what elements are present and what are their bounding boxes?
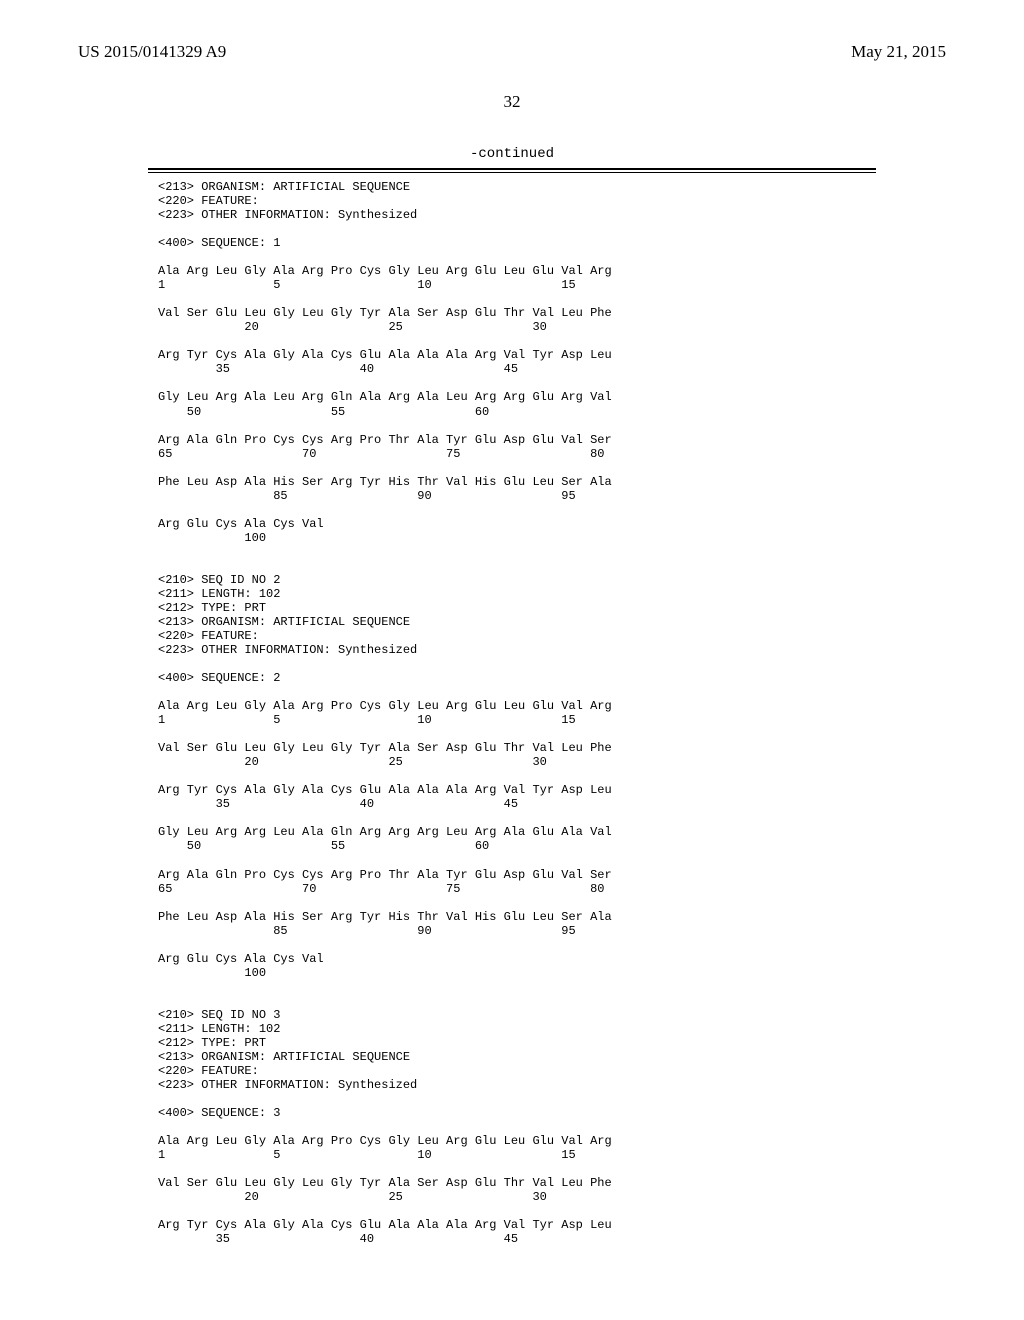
continued-label: -continued <box>0 146 1024 162</box>
page-container: US 2015/0141329 A9 May 21, 2015 32 -cont… <box>0 0 1024 1320</box>
page-number: 32 <box>0 92 1024 112</box>
sequence-listing: <213> ORGANISM: ARTIFICIAL SEQUENCE <220… <box>158 180 612 1246</box>
publication-number: US 2015/0141329 A9 <box>78 42 226 62</box>
divider-top <box>148 168 876 170</box>
publication-date: May 21, 2015 <box>851 42 946 62</box>
divider-bottom <box>148 172 876 173</box>
